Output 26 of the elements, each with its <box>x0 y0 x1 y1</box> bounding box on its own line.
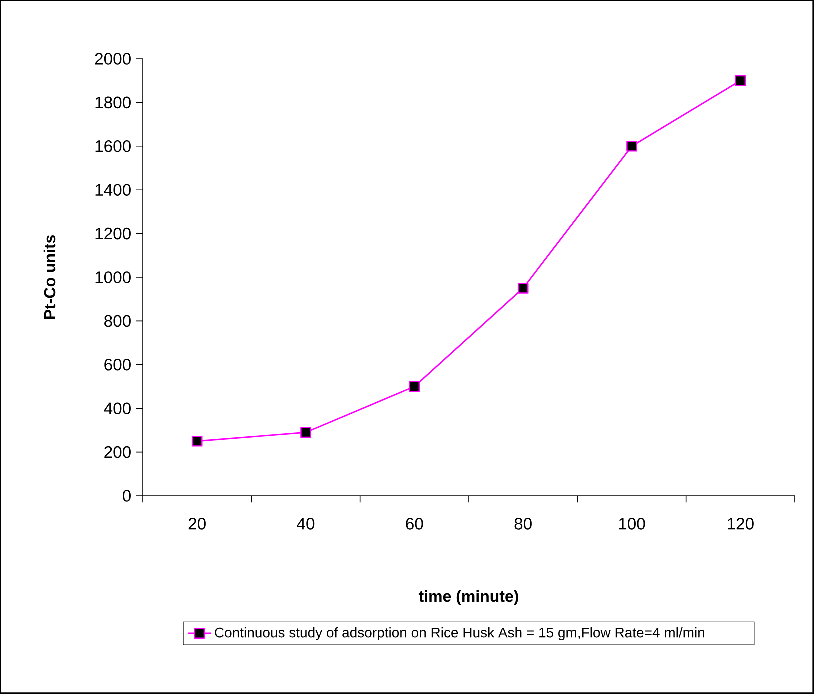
x-tick-label: 40 <box>297 518 315 530</box>
x-tick-label: 100 <box>619 518 646 530</box>
point <box>626 141 638 152</box>
y-tick-label: 600 <box>104 359 131 371</box>
y-tick-label: 800 <box>104 315 131 328</box>
y-tick-label: 1400 <box>96 184 131 196</box>
y-tick-label: 1000 <box>96 272 131 284</box>
y-tick-label: 1600 <box>96 140 131 152</box>
x-tick-label: 120 <box>728 518 754 530</box>
y-tick-label: 200 <box>104 446 131 458</box>
y-tick-label: 1800 <box>96 96 131 109</box>
x-axis-title: time (minute) <box>418 590 518 606</box>
y-tick-label: 2000 <box>95 53 131 65</box>
x-tick-label: 20 <box>188 518 206 530</box>
point <box>735 75 746 86</box>
x-tick-label: 60 <box>406 518 424 530</box>
point <box>518 283 529 294</box>
point <box>409 381 420 392</box>
x-tick-label: 80 <box>514 518 532 530</box>
y-tick-label: 400 <box>104 402 131 415</box>
point <box>300 427 312 438</box>
legend-label: Continuous study of adsorption on Rice Husk Ash = 15 gm,Flow Rate=4 ml/min <box>215 627 704 641</box>
y-axis-title: Pt-Co units <box>44 236 56 320</box>
point <box>192 436 203 447</box>
y-tick-label: 0 <box>123 490 131 502</box>
y-tick-label: 1200 <box>96 228 131 240</box>
